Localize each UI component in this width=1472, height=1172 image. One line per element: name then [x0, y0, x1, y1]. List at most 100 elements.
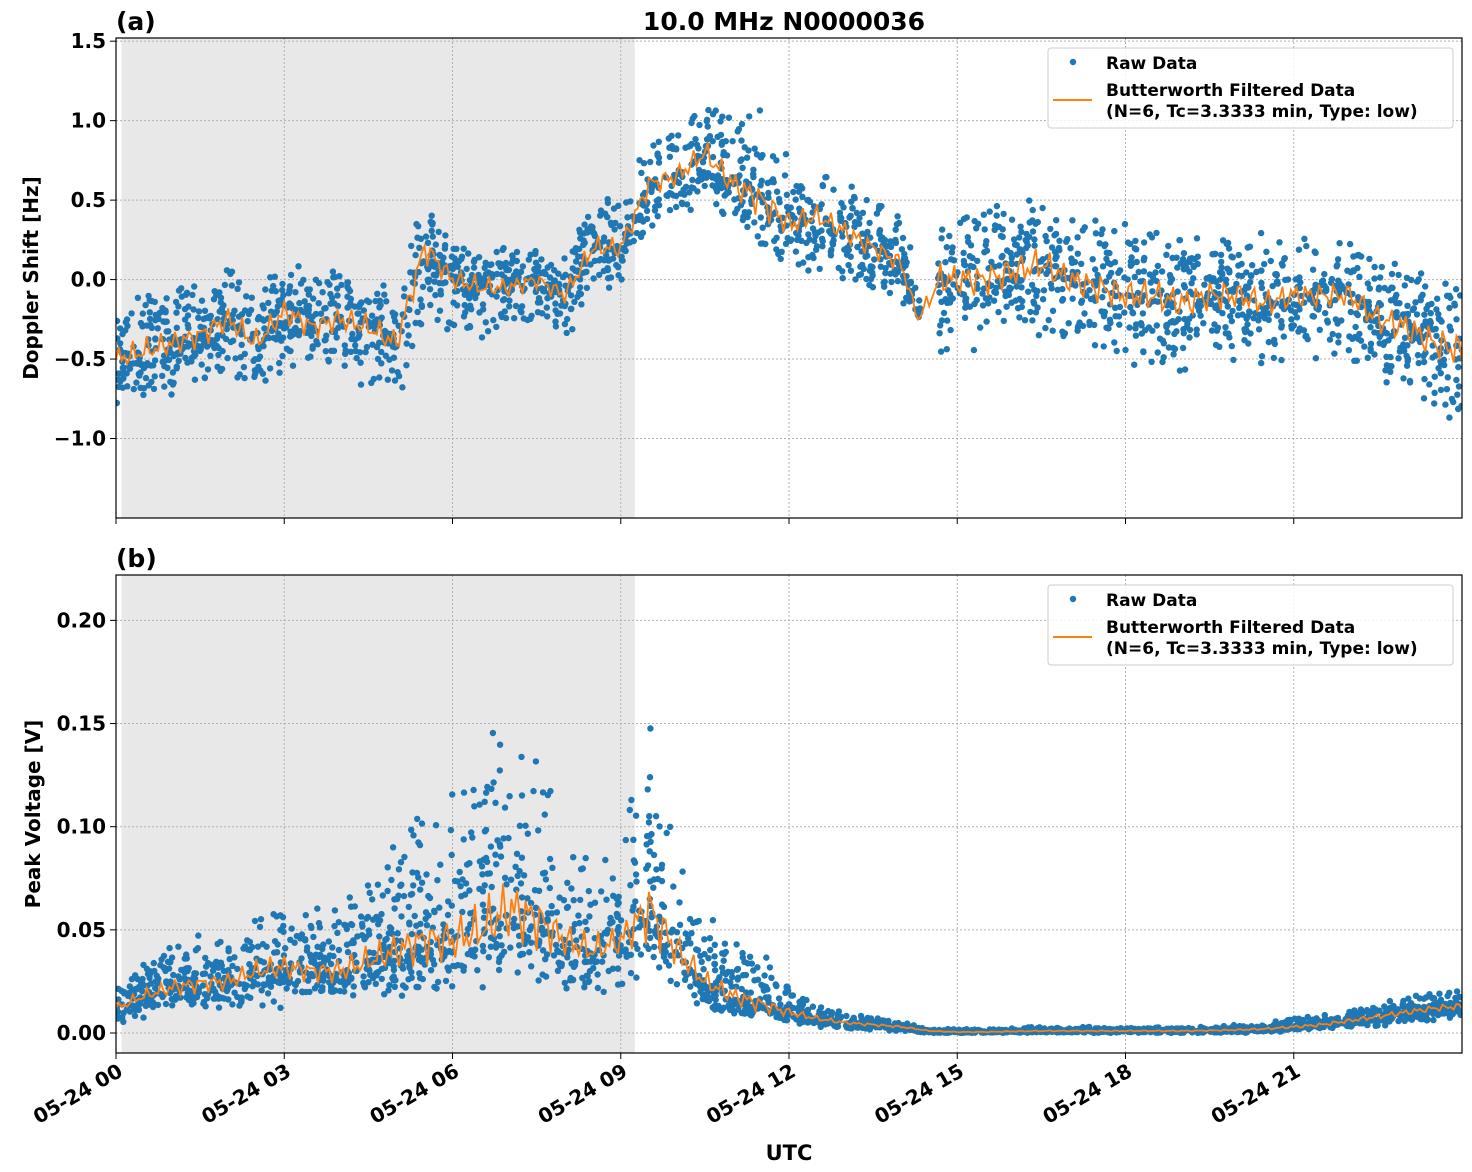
raw-data-point	[1021, 317, 1029, 324]
raw-data-point	[1344, 267, 1351, 274]
raw-data-point	[1412, 299, 1419, 306]
raw-data-point	[559, 273, 567, 281]
raw-data-point	[1043, 270, 1050, 278]
raw-data-point	[729, 138, 736, 145]
raw-data-point	[1210, 275, 1217, 282]
raw-data-point	[1413, 311, 1421, 318]
raw-data-point	[576, 284, 584, 291]
raw-data-point	[718, 1007, 725, 1014]
raw-data-point	[947, 256, 955, 263]
raw-data-point	[781, 172, 789, 179]
raw-data-point	[378, 975, 385, 983]
raw-data-point	[366, 889, 373, 896]
raw-data-point	[388, 876, 395, 884]
raw-data-point	[1092, 230, 1100, 237]
raw-data-point	[639, 229, 647, 236]
raw-data-point	[1235, 251, 1243, 259]
raw-data-point	[195, 932, 202, 939]
raw-data-point	[1452, 286, 1460, 293]
raw-data-point	[622, 836, 629, 844]
raw-data-point	[1092, 266, 1099, 273]
raw-data-point	[519, 263, 527, 270]
raw-data-point	[681, 976, 689, 983]
raw-data-point	[1181, 284, 1189, 291]
raw-data-point	[1228, 317, 1236, 325]
x-tick-label: 05-24 21	[1207, 1059, 1305, 1129]
raw-data-point	[737, 157, 744, 165]
raw-data-point	[757, 182, 764, 189]
raw-data-point	[444, 326, 451, 333]
raw-data-point	[1434, 295, 1441, 302]
raw-data-point	[428, 212, 435, 219]
raw-data-point	[1321, 288, 1329, 295]
raw-data-point	[594, 984, 602, 992]
raw-data-point	[1420, 358, 1428, 366]
raw-data-point	[857, 1012, 865, 1020]
raw-data-point	[1427, 310, 1434, 317]
raw-data-point	[799, 193, 806, 200]
raw-data-point	[511, 315, 518, 322]
raw-data-point	[788, 236, 795, 243]
raw-data-point	[607, 274, 615, 281]
raw-data-point	[682, 930, 689, 937]
raw-data-point	[136, 372, 143, 379]
raw-data-point	[888, 278, 895, 286]
raw-data-point	[770, 211, 777, 218]
raw-data-point	[524, 895, 531, 902]
raw-data-point	[887, 238, 894, 245]
raw-data-point	[567, 305, 575, 313]
raw-data-point	[962, 298, 969, 305]
raw-data-point	[1321, 270, 1328, 278]
raw-data-point	[476, 309, 483, 316]
raw-data-point	[697, 988, 704, 995]
raw-data-point	[1043, 237, 1050, 245]
raw-data-point	[1135, 268, 1142, 276]
raw-data-point	[181, 305, 189, 313]
raw-data-point	[656, 964, 663, 971]
raw-data-point	[787, 204, 794, 211]
raw-data-point	[502, 259, 510, 267]
raw-data-point	[698, 175, 706, 182]
raw-data-point	[277, 1004, 284, 1011]
raw-data-point	[652, 813, 660, 820]
raw-data-point	[480, 948, 487, 955]
raw-data-point	[619, 980, 626, 987]
raw-data-point	[131, 1012, 139, 1019]
raw-data-point	[743, 154, 751, 161]
raw-data-point	[570, 854, 577, 861]
raw-data-point	[995, 308, 1002, 316]
raw-data-point	[449, 265, 456, 273]
raw-data-point	[827, 248, 834, 255]
raw-data-point	[1078, 299, 1085, 306]
raw-data-point	[539, 947, 547, 954]
raw-data-point	[437, 291, 445, 298]
raw-data-point	[916, 308, 923, 315]
raw-data-point	[528, 939, 535, 946]
raw-data-point	[1072, 282, 1079, 289]
raw-data-point	[721, 940, 729, 947]
raw-data-point	[460, 789, 468, 796]
raw-data-point	[646, 927, 653, 934]
raw-data-point	[116, 335, 121, 342]
raw-data-point	[1186, 255, 1194, 262]
raw-data-point	[448, 928, 455, 935]
raw-data-point	[627, 882, 634, 889]
raw-data-point	[442, 232, 449, 239]
raw-data-point	[479, 984, 486, 991]
raw-data-point	[1366, 285, 1374, 292]
raw-data-point	[900, 300, 907, 307]
raw-data-point	[270, 911, 277, 918]
raw-data-point	[377, 301, 384, 309]
raw-data-point	[306, 286, 313, 293]
raw-data-point	[229, 1001, 236, 1008]
raw-data-point	[282, 319, 290, 326]
raw-data-point	[982, 295, 990, 302]
raw-data-point	[152, 984, 159, 992]
raw-data-point	[1443, 292, 1451, 299]
raw-data-point	[687, 940, 694, 947]
raw-data-point	[272, 309, 279, 317]
raw-data-point	[863, 196, 870, 204]
raw-data-point	[260, 981, 267, 988]
raw-data-point	[569, 326, 576, 333]
raw-data-point	[577, 235, 584, 242]
